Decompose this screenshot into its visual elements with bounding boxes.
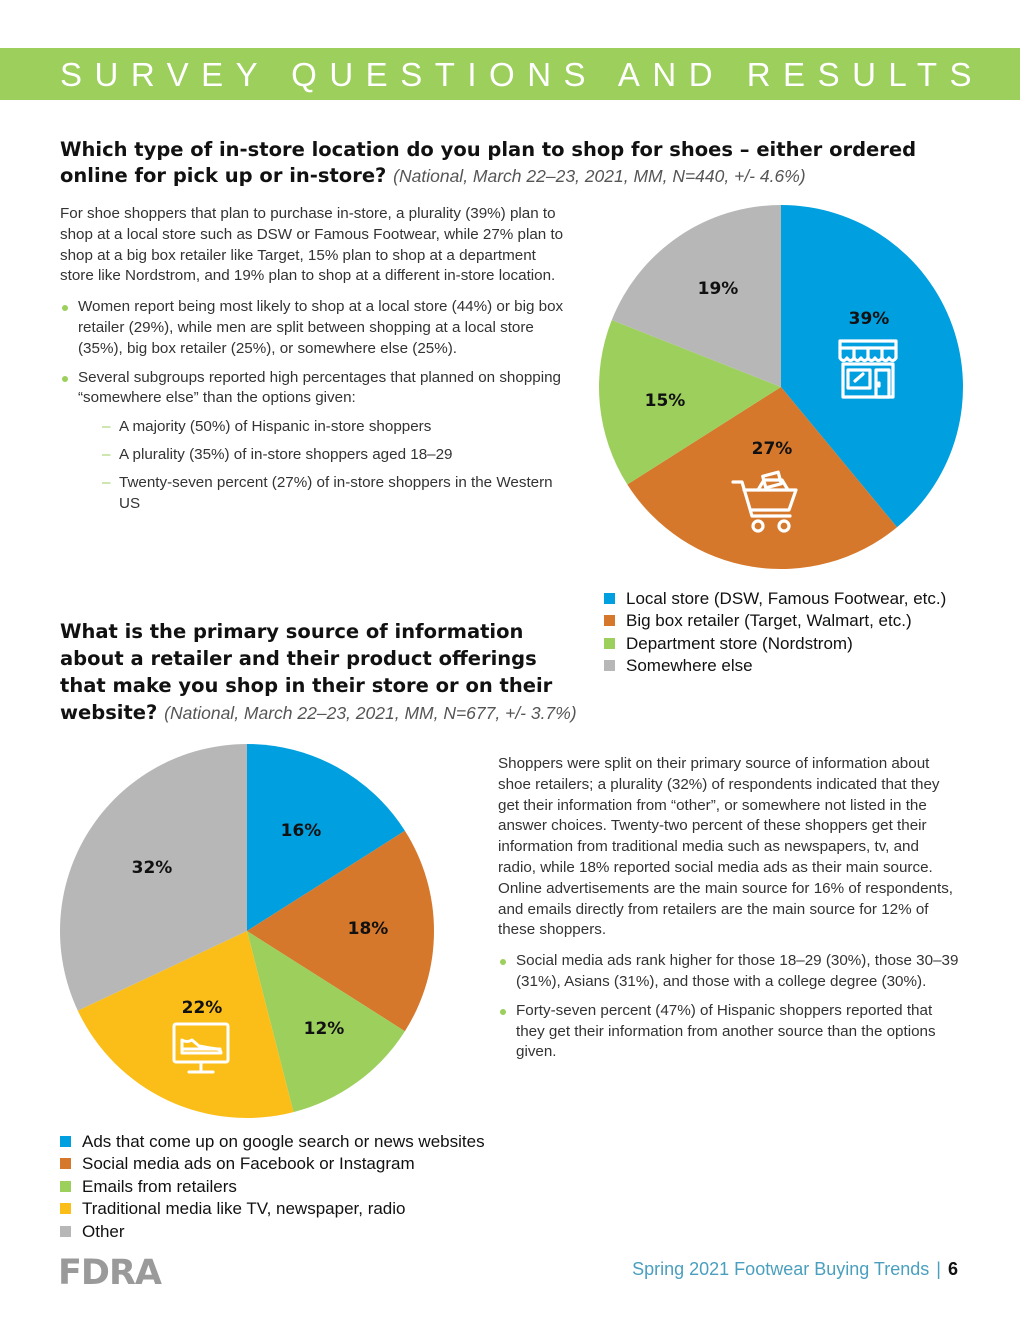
legend-swatch (60, 1136, 71, 1147)
pie-data-label: 15% (645, 391, 686, 411)
legend-item: Somewhere else (604, 655, 946, 677)
q1-bullet-text: Several subgroups reported high percenta… (78, 368, 561, 407)
pie-chart-info-source: 16% 18% 12% 22% 32% (60, 744, 435, 1119)
pie-data-label: 32% (132, 858, 173, 878)
legend-item: Social media ads on Facebook or Instagra… (60, 1153, 485, 1175)
pie-data-label: 12% (304, 1019, 345, 1039)
pie-data-label: 19% (698, 279, 739, 299)
legend-swatch (604, 593, 615, 604)
legend-swatch (60, 1180, 71, 1192)
page-title: SURVEY QUESTIONS AND RESULTS (60, 56, 984, 93)
legend-swatch (60, 1203, 71, 1215)
pie-slice (247, 830, 435, 1032)
tv-sneaker-icon (172, 1022, 230, 1074)
legend-swatch (60, 1158, 71, 1170)
legend-swatch (604, 660, 615, 672)
q1-subbullet-list: A majority (50%) of Hispanic in-store sh… (78, 417, 570, 514)
legend-swatch (60, 1225, 71, 1237)
pie1-legend: Local store (DSW, Famous Footwear, etc.)… (604, 588, 946, 678)
legend-item: Department store (Nordstrom) (604, 633, 946, 655)
pie-slice (247, 744, 405, 931)
legend-item: Traditional media like TV, newspaper, ra… (60, 1198, 485, 1220)
pie-data-label: 39% (849, 309, 890, 329)
legend-label: Social media ads on Facebook or Instagra… (82, 1154, 415, 1174)
q1-body: For shoe shoppers that plan to purchase … (60, 204, 570, 522)
storefront-icon (838, 339, 898, 399)
legend-swatch (604, 637, 615, 649)
legend-label: Traditional media like TV, newspaper, ra… (82, 1199, 406, 1219)
pie-chart-instore-location: 39% 27% 15% 19% (598, 205, 963, 569)
question-2: What is the primary source of informatio… (60, 618, 588, 727)
legend-label: Other (82, 1221, 125, 1241)
q1-bullet-list: Women report being most likely to shop a… (60, 297, 570, 514)
q1-bullet: Women report being most likely to shop a… (60, 297, 570, 359)
legend-label: Somewhere else (626, 656, 753, 676)
legend-item: Emails from retailers (60, 1176, 485, 1198)
fdra-logo: FDRA (58, 1253, 162, 1293)
legend-swatch (604, 615, 615, 627)
pie-slice (598, 320, 781, 485)
legend-label: Emails from retailers (82, 1176, 237, 1196)
shopping-cart-icon (731, 470, 798, 533)
footer-title: Spring 2021 Footwear Buying Trends (632, 1259, 930, 1279)
q2-paragraph: Shoppers were split on their primary sou… (498, 755, 954, 939)
legend-item: Big box retailer (Target, Walmart, etc.) (604, 610, 946, 632)
q1-bullet: Several subgroups reported high percenta… (60, 368, 570, 515)
pie-data-label: 16% (281, 821, 322, 841)
pie2-legend: Ads that come up on google search or new… (60, 1131, 485, 1243)
q2-bullet: Forty-seven percent (47%) of Hispanic sh… (498, 1001, 960, 1063)
legend-item: Local store (DSW, Famous Footwear, etc.) (604, 588, 946, 610)
pie-data-label: 22% (182, 998, 223, 1018)
legend-label: Big box retailer (Target, Walmart, etc.) (626, 611, 912, 631)
question-2-text: What is the primary source of informatio… (60, 620, 553, 724)
q2-body: Shoppers were split on their primary sou… (498, 754, 960, 1071)
question-1-text: Which type of in-store location do you p… (60, 138, 917, 187)
legend-label: Local store (DSW, Famous Footwear, etc.) (626, 589, 947, 608)
pie-data-label: 27% (752, 439, 793, 459)
legend-label: Ads that come up on google search or new… (82, 1132, 485, 1151)
footer-separator: | (936, 1259, 941, 1279)
q1-subbullet: Twenty-seven percent (27%) of in-store s… (78, 473, 570, 515)
legend-item: Ads that come up on google search or new… (60, 1131, 485, 1153)
pie-data-label: 18% (348, 919, 389, 939)
legend-label: Department store (Nordstrom) (626, 633, 853, 653)
pie-slice (781, 205, 963, 528)
q2-bullet: Social media ads rank higher for those 1… (498, 951, 960, 993)
pie-slice (60, 744, 247, 1011)
q1-subbullet: A plurality (35%) of in-store shoppers a… (78, 445, 570, 466)
q1-paragraph: For shoe shoppers that plan to purchase … (60, 205, 564, 285)
q2-bullet-list: Social media ads rank higher for those 1… (498, 951, 960, 1063)
page-number: 6 (947, 1259, 958, 1279)
question-1-meta: (National, March 22–23, 2021, MM, N=440,… (393, 166, 806, 186)
pie-slice (247, 931, 405, 1113)
question-2-meta: (National, March 22–23, 2021, MM, N=677,… (164, 703, 577, 723)
footer: Spring 2021 Footwear Buying Trends | 6 (632, 1259, 958, 1280)
q1-subbullet: A majority (50%) of Hispanic in-store sh… (78, 417, 570, 438)
header-banner: SURVEY QUESTIONS AND RESULTS (0, 48, 1020, 100)
pie-slice (611, 205, 781, 387)
question-1: Which type of in-store location do you p… (60, 137, 960, 189)
legend-item: Other (60, 1221, 485, 1243)
